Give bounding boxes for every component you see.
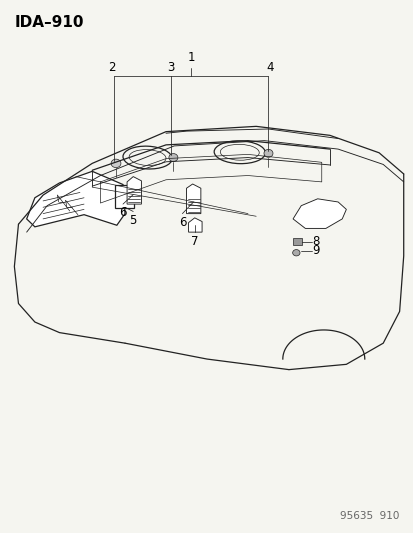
Polygon shape (127, 176, 141, 204)
FancyBboxPatch shape (292, 238, 301, 245)
FancyBboxPatch shape (114, 184, 134, 208)
Text: 3: 3 (167, 61, 175, 74)
Text: 5: 5 (129, 214, 137, 227)
Polygon shape (292, 199, 346, 229)
Text: 7: 7 (190, 235, 198, 248)
Text: 1: 1 (187, 52, 195, 64)
Text: 4: 4 (265, 61, 273, 74)
Text: 2: 2 (107, 61, 115, 74)
Text: 9: 9 (312, 244, 320, 257)
Polygon shape (26, 171, 125, 227)
Polygon shape (186, 184, 200, 214)
Text: 6: 6 (119, 206, 126, 219)
Ellipse shape (169, 154, 178, 161)
Text: 95635  910: 95635 910 (339, 511, 399, 521)
Ellipse shape (292, 249, 299, 256)
Ellipse shape (263, 149, 272, 157)
Text: IDA–910: IDA–910 (14, 15, 84, 30)
Polygon shape (188, 218, 202, 232)
Text: 6: 6 (178, 216, 186, 229)
Text: 8: 8 (312, 235, 319, 248)
Ellipse shape (111, 159, 121, 167)
